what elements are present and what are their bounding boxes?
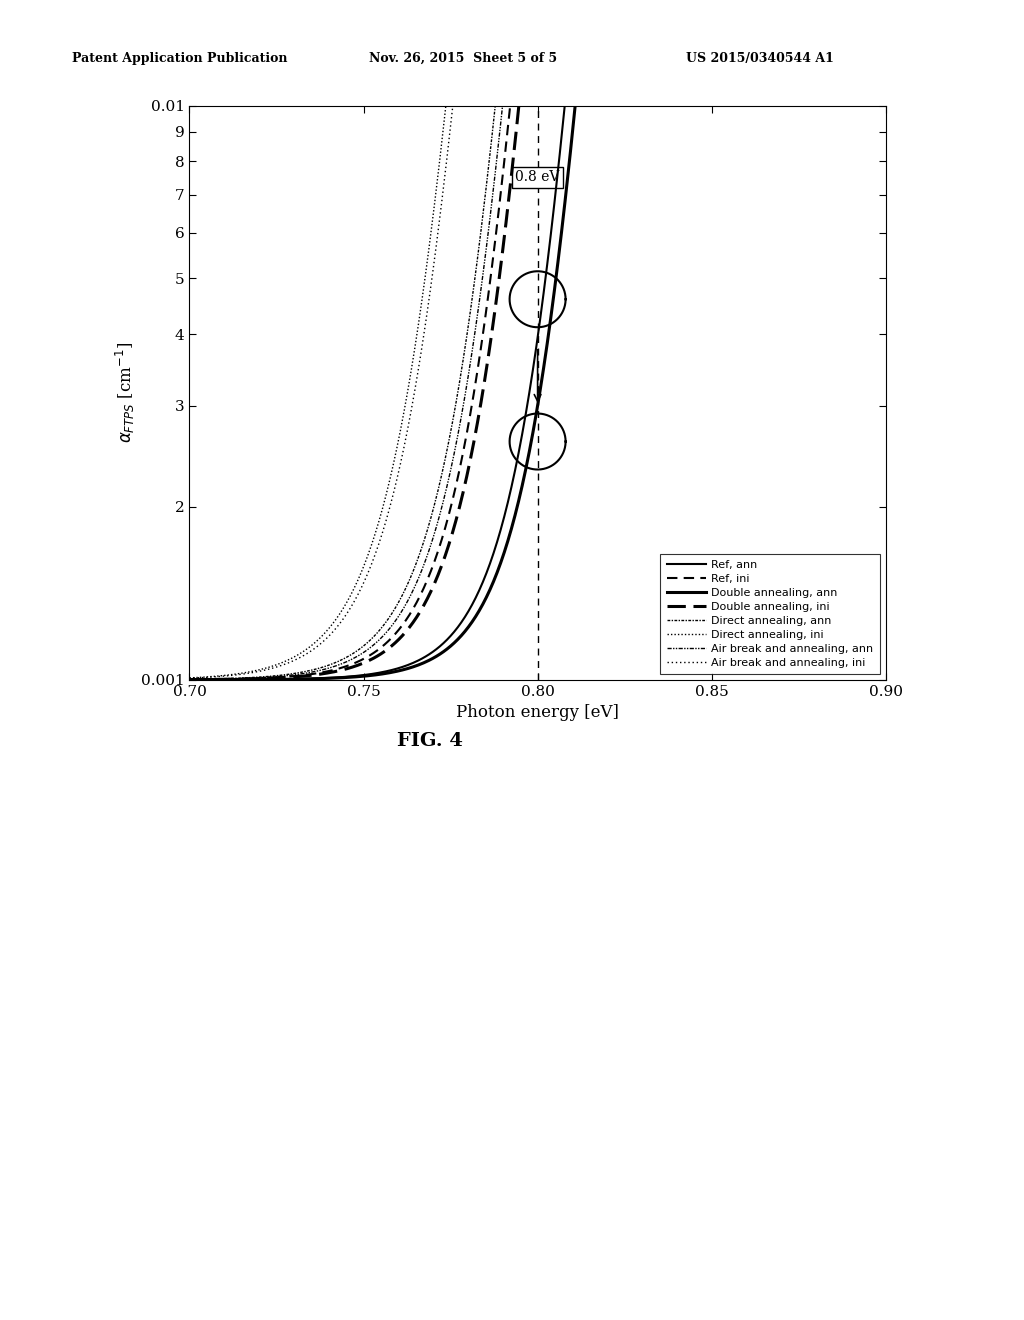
Legend: Ref, ann, Ref, ini, Double annealing, ann, Double annealing, ini, Direct anneali: Ref, ann, Ref, ini, Double annealing, an… (660, 553, 881, 675)
Text: FIG. 4: FIG. 4 (397, 731, 463, 750)
Text: Patent Application Publication: Patent Application Publication (72, 51, 287, 65)
Y-axis label: $\alpha_{FTPS}$ [cm$^{-1}$]: $\alpha_{FTPS}$ [cm$^{-1}$] (114, 342, 136, 444)
Text: 0.8 eV: 0.8 eV (515, 170, 560, 185)
Text: Nov. 26, 2015  Sheet 5 of 5: Nov. 26, 2015 Sheet 5 of 5 (369, 51, 557, 65)
X-axis label: Photon energy [eV]: Photon energy [eV] (456, 704, 620, 721)
Text: US 2015/0340544 A1: US 2015/0340544 A1 (686, 51, 834, 65)
